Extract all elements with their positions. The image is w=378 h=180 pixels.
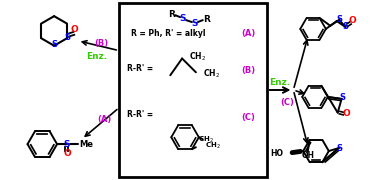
Text: CH$_2$: CH$_2$ [198, 135, 214, 145]
Text: (B): (B) [241, 66, 255, 75]
Text: S: S [192, 19, 198, 28]
Text: S: S [180, 14, 186, 23]
Bar [119, 3, 267, 177]
Text: Me: Me [80, 140, 94, 149]
Text: S: S [64, 140, 70, 149]
Text: R-R' =: R-R' = [127, 110, 153, 119]
Text: R-R' =: R-R' = [127, 64, 153, 73]
Text: Enz.: Enz. [269, 78, 290, 87]
Text: O: O [63, 150, 71, 159]
Text: S: S [336, 15, 342, 24]
Text: CH$_2$: CH$_2$ [205, 141, 220, 151]
Text: R = Ph, R' = alkyl: R = Ph, R' = alkyl [131, 29, 205, 38]
Text: O: O [342, 109, 350, 118]
Text: Enz.: Enz. [86, 52, 107, 61]
Text: (A): (A) [241, 29, 255, 38]
Text: OH: OH [302, 151, 315, 160]
Text: CH$_2$: CH$_2$ [189, 50, 206, 63]
Text: S: S [51, 40, 57, 49]
Text: S: S [337, 144, 342, 153]
Text: (C): (C) [280, 98, 294, 107]
Text: (A): (A) [97, 115, 112, 124]
Text: S: S [64, 33, 70, 42]
Text: S: S [342, 22, 349, 32]
Text: HO: HO [271, 150, 284, 159]
Text: O: O [349, 16, 356, 25]
Text: O: O [71, 25, 79, 34]
Text: R: R [203, 15, 210, 24]
Text: R: R [168, 10, 175, 19]
Text: CH$_2$: CH$_2$ [203, 68, 220, 80]
Text: (B): (B) [94, 39, 108, 48]
Text: (C): (C) [241, 113, 255, 122]
Text: S: S [339, 93, 345, 102]
